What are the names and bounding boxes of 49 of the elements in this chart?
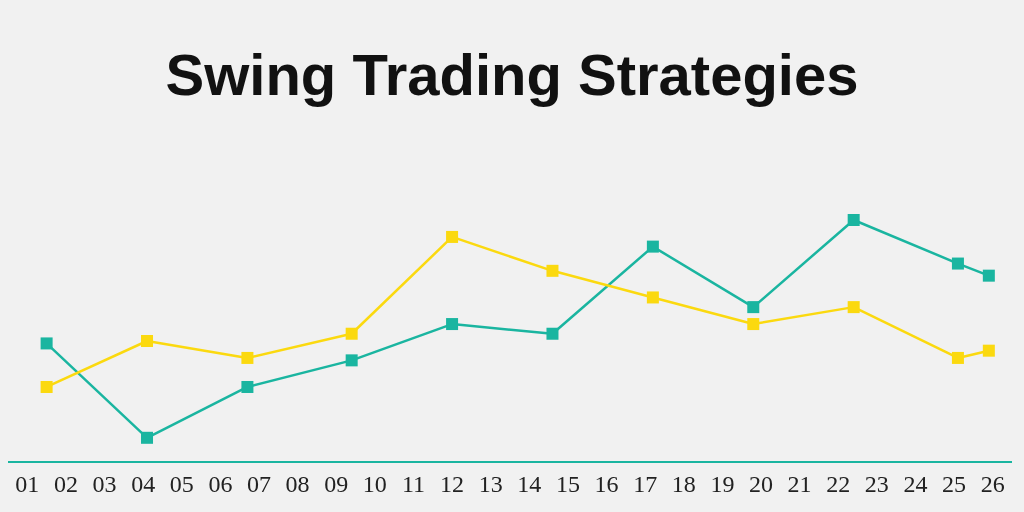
x-tick-label: 22: [826, 471, 851, 497]
x-tick-label: 24: [903, 471, 928, 497]
point: [546, 327, 559, 340]
x-tick-label: 16: [594, 471, 619, 497]
x-tick-label: 05: [169, 471, 194, 497]
point: [747, 301, 760, 314]
x-tick-label: 07: [247, 471, 271, 497]
x-tick-label: 13: [478, 471, 503, 497]
x-tick-label: 23: [864, 471, 889, 497]
point: [646, 240, 659, 253]
point: [646, 291, 659, 304]
x-tick-label: 04: [131, 471, 156, 497]
point: [747, 318, 760, 331]
x-tick-label: 03: [92, 471, 117, 497]
point: [847, 214, 860, 226]
point: [40, 337, 53, 350]
x-tick-label: 09: [324, 471, 349, 497]
x-tick-label: 06: [208, 471, 233, 497]
point: [982, 344, 995, 357]
x-tick-label: 25: [942, 471, 967, 497]
x-tick-label: 17: [633, 471, 658, 497]
point: [345, 354, 358, 367]
point: [446, 318, 459, 331]
x-tick-label: 14: [517, 471, 542, 497]
point: [345, 327, 358, 340]
point: [951, 351, 964, 364]
x-tick-label: 10: [362, 471, 387, 497]
point: [847, 301, 860, 314]
x-tick-label: 18: [671, 471, 696, 497]
point: [546, 264, 559, 277]
x-tick-label: 11: [401, 471, 426, 497]
point: [951, 257, 964, 270]
x-tick-label: 08: [285, 471, 310, 497]
x-tick-label: 21: [787, 471, 812, 497]
x-tick-label: 12: [440, 471, 465, 497]
x-tick-label: 26: [980, 471, 1005, 497]
point: [446, 230, 459, 243]
point: [241, 351, 254, 364]
x-tick-label: 19: [710, 471, 735, 497]
point: [982, 269, 995, 282]
x-tick-label: 15: [555, 471, 580, 497]
point: [40, 380, 53, 393]
point: [141, 335, 154, 347]
x-tick-label: 02: [53, 471, 78, 497]
point: [141, 431, 154, 444]
chart-title: Swing Trading Strategies: [165, 42, 859, 107]
x-tick-label: 01: [15, 471, 40, 497]
x-tick-label: 20: [749, 471, 773, 497]
point: [241, 380, 254, 393]
